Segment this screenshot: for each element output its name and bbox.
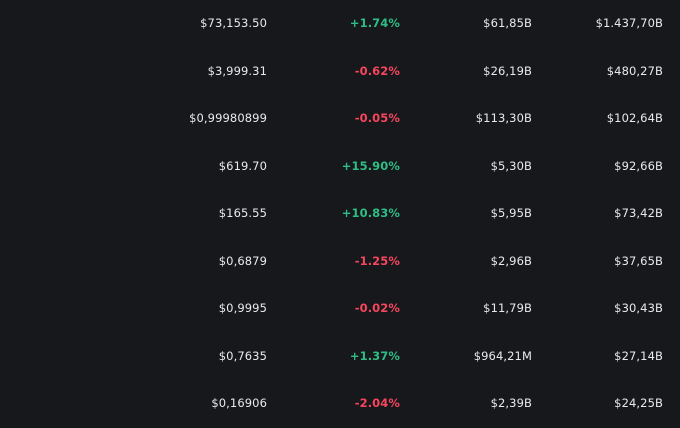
change-cell: +15.90% (341, 158, 400, 173)
volume-cell: $2,96B (490, 253, 532, 268)
table-row[interactable]: $0,6879 -1.25% $2,96B $37,65B (0, 238, 680, 286)
volume-cell: $2,39B (490, 396, 532, 410)
table-row[interactable]: $73,153.50 +1.74% $61,85B $1.437,70B (0, 0, 680, 48)
volume-cell: $26,19B (483, 63, 532, 78)
market-cap-cell: $27,14B (614, 348, 663, 363)
market-cap-cell: $92,66B (614, 158, 663, 173)
table-row[interactable]: $3,999.31 -0.62% $26,19B $480,27B (0, 48, 680, 96)
table-row[interactable]: $0,99980899 -0.05% $113,30B $102,64B (0, 95, 680, 143)
market-cap-cell: $24,25B (614, 396, 663, 410)
price-cell: $0,99980899 (189, 111, 267, 125)
table-row[interactable]: $0,9995 -0.02% $11,79B $30,43B (0, 285, 680, 333)
price-cell: $0,9995 (218, 301, 267, 315)
volume-cell: $964,21M (473, 348, 532, 363)
volume-cell: $11,79B (483, 301, 532, 315)
price-cell: $0,6879 (218, 253, 267, 268)
volume-cell: $5,30B (490, 158, 532, 173)
market-cap-cell: $1.437,70B (595, 16, 663, 30)
price-cell: $165.55 (218, 206, 267, 220)
table-row[interactable]: $619.70 +15.90% $5,30B $92,66B (0, 143, 680, 191)
table-row[interactable]: $0,7635 +1.37% $964,21M $27,14B (0, 333, 680, 381)
change-cell: -2.04% (354, 396, 400, 410)
market-cap-cell: $102,64B (606, 111, 663, 125)
change-cell: -0.02% (354, 301, 400, 315)
price-cell: $0,7635 (218, 348, 267, 363)
volume-cell: $5,95B (490, 206, 532, 220)
market-cap-cell: $37,65B (614, 253, 663, 268)
market-cap-cell: $480,27B (606, 63, 663, 78)
market-cap-cell: $30,43B (614, 301, 663, 315)
price-cell: $0,16906 (211, 396, 267, 410)
volume-cell: $61,85B (483, 16, 532, 30)
change-cell: -1.25% (354, 253, 400, 268)
market-cap-cell: $73,42B (614, 206, 663, 220)
change-cell: -0.05% (354, 111, 400, 125)
change-cell: -0.62% (354, 63, 400, 78)
change-cell: +1.74% (349, 16, 400, 30)
price-cell: $73,153.50 (200, 16, 267, 30)
table-row[interactable]: $0,16906 -2.04% $2,39B $24,25B (0, 380, 680, 428)
volume-cell: $113,30B (475, 111, 532, 125)
change-cell: +1.37% (349, 348, 400, 363)
table-row[interactable]: $165.55 +10.83% $5,95B $73,42B (0, 190, 680, 238)
change-cell: +10.83% (341, 206, 400, 220)
price-cell: $619.70 (218, 158, 267, 173)
price-cell: $3,999.31 (207, 63, 267, 78)
